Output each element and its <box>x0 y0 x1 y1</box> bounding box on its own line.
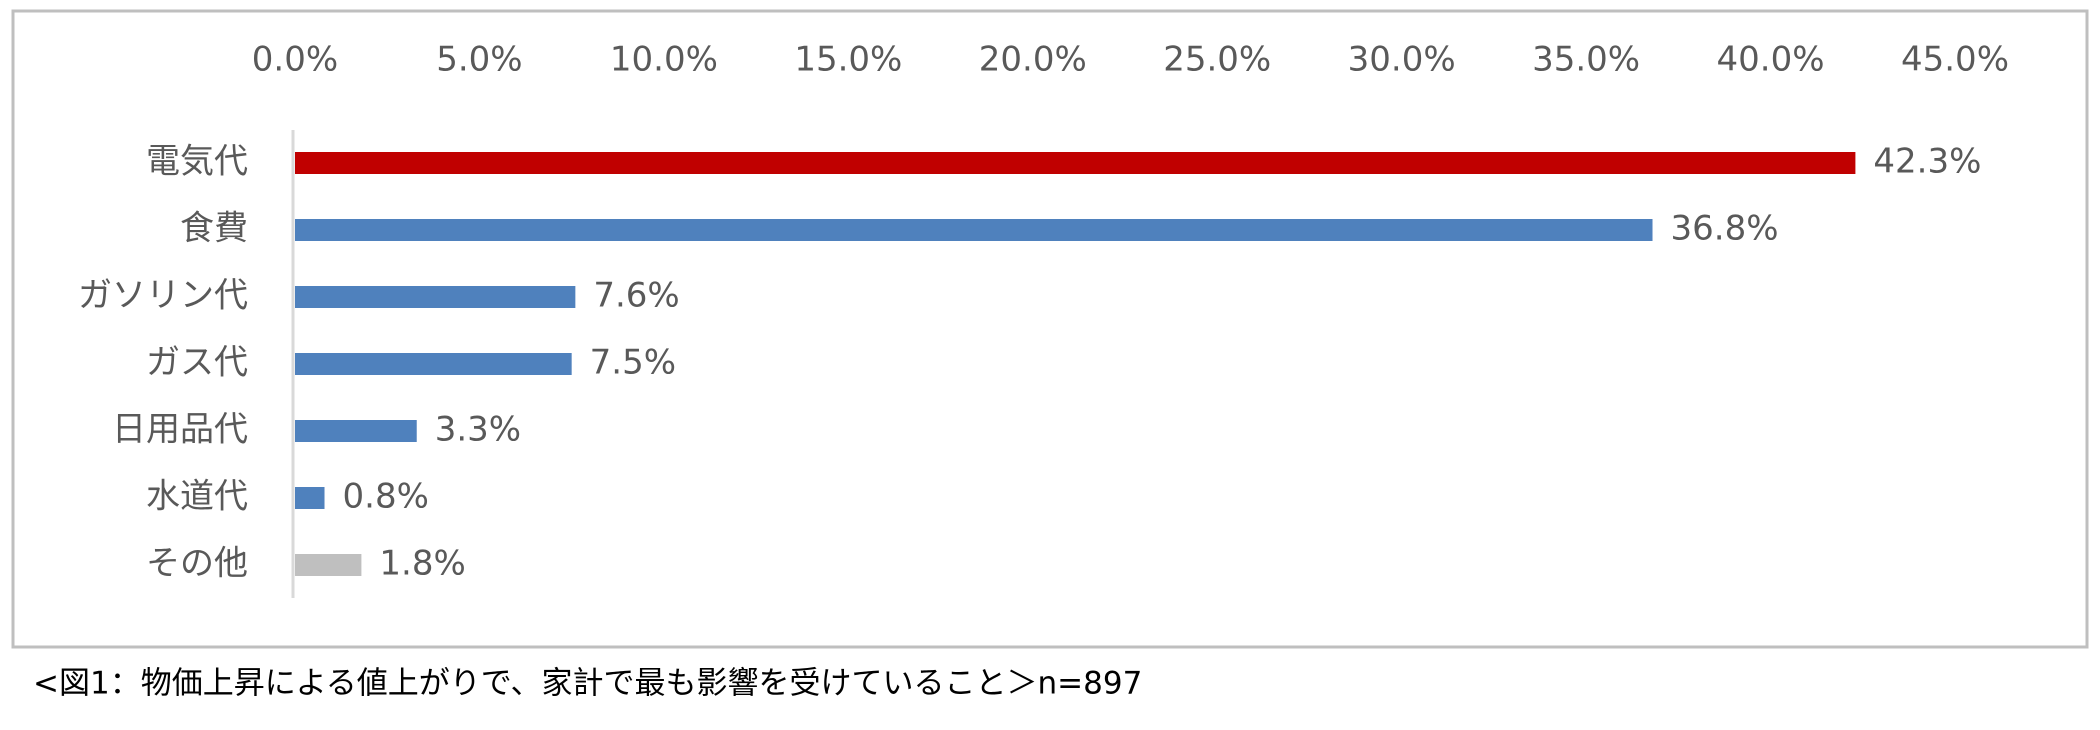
data-label: 42.3% <box>1873 142 1981 182</box>
data-label: 7.5% <box>590 343 676 383</box>
data-label: 7.6% <box>593 276 679 316</box>
bar <box>295 219 1653 241</box>
x-tick-label: 0.0% <box>252 40 338 80</box>
y-tick-label: ガス代 <box>146 343 248 383</box>
y-tick-label: ガソリン代 <box>78 276 248 316</box>
bar <box>295 554 362 576</box>
bar <box>295 420 417 442</box>
x-tick-label: 25.0% <box>1163 40 1271 80</box>
x-tick-label: 40.0% <box>1717 40 1825 80</box>
x-tick-label: 35.0% <box>1532 40 1640 80</box>
y-tick-label: その他 <box>146 544 248 584</box>
data-label: 36.8% <box>1671 209 1779 249</box>
chart-frame <box>11 9 2089 649</box>
data-label: 1.8% <box>379 544 465 584</box>
bar <box>295 152 1856 174</box>
x-tick-label: 5.0% <box>436 40 522 80</box>
y-tick-label: 食費 <box>180 209 248 249</box>
bar <box>295 487 325 509</box>
x-tick-label: 20.0% <box>979 40 1087 80</box>
data-label: 0.8% <box>343 477 429 517</box>
x-tick-label: 10.0% <box>610 40 718 80</box>
y-tick-label: 電気代 <box>146 142 248 182</box>
y-tick-label: 日用品代 <box>112 410 248 450</box>
caption: <図1：物価上昇による値上がりで、家計で最も影響を受けていること＞n=897 <box>33 666 1142 702</box>
x-tick-label: 45.0% <box>1901 40 2009 80</box>
bar <box>295 353 572 375</box>
x-tick-label: 15.0% <box>794 40 902 80</box>
x-tick-label: 30.0% <box>1348 40 1456 80</box>
y-tick-label: 水道代 <box>146 477 248 517</box>
bar <box>295 286 576 308</box>
data-label: 3.3% <box>435 410 521 450</box>
